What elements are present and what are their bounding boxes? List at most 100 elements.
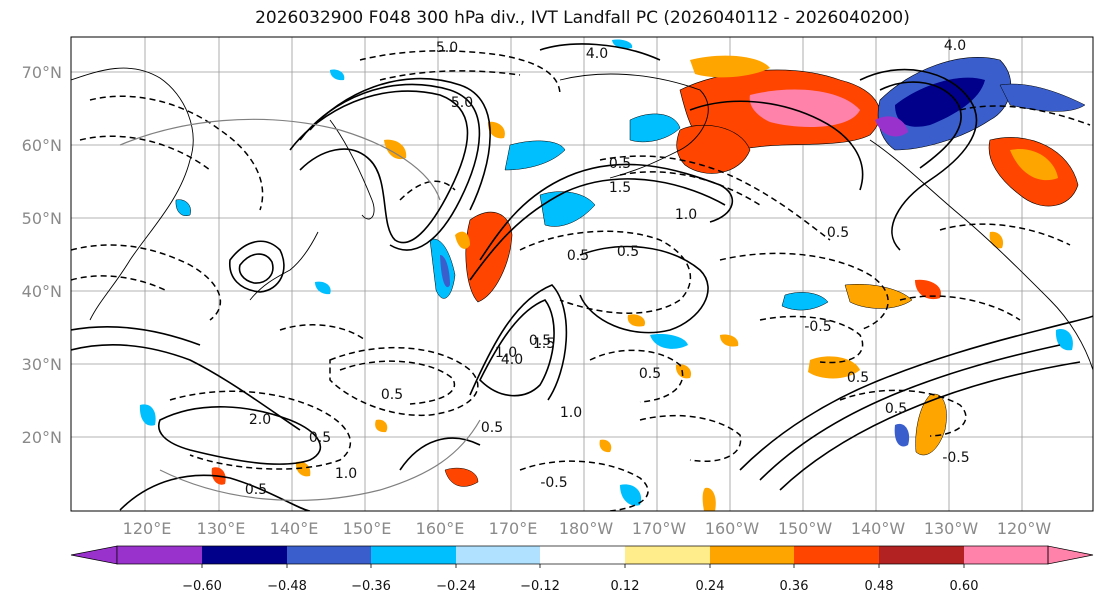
solid-contour [158,406,322,465]
colorbar-cell [879,546,964,564]
contour-label: 4.0 [944,38,966,54]
colorbar-frame [116,545,1049,565]
latitude-label: 30°N [22,355,62,374]
positive-shading [915,393,947,456]
dashed-contour [339,360,455,405]
longitude-labels: 120°E 130°E 140°E 150°E 160°E 170°E 180°W 170°W… [123,519,1052,538]
contour-label: 2.0 [249,412,271,428]
negative-shading [1055,329,1073,351]
contour-label: 0.5 [245,482,267,498]
colorbar-tick-label: 0.24 [696,579,725,594]
colorbar-cell [625,546,710,564]
contour-label: 1.0 [560,405,582,421]
solid-contour [309,77,491,211]
contour-label: 0.5 [617,244,639,260]
map-panel: 5.0 4.05.04.01.50.51.00.50.51.51.00.52.00… [70,36,1094,512]
latitude-label: 20°N [22,428,62,447]
dashed-contour [89,95,264,211]
contour-label: 1.0 [495,345,517,361]
negative-shading [620,484,642,506]
longitude-label: 140°W [851,519,906,538]
contour-label: 0.5 [827,225,849,241]
colorbar-cell [540,546,625,564]
solid-contour [289,90,469,244]
dashed-contour [279,324,366,341]
colorbar-tick-label: −0.48 [267,579,307,594]
colorbar-tick-label: 0.36 [780,579,809,594]
contour-label: 0.5 [639,366,661,382]
contour-label: 0.5 [567,248,589,264]
colorbar-cell [371,546,456,564]
longitude-label: 170°W [632,519,687,538]
dashed-contour [599,155,831,241]
solid-contour [579,245,709,334]
dashed-contour [959,105,1091,126]
positive-shading [487,121,505,139]
positive-shading [627,314,646,327]
contour-label: 1.0 [675,207,697,223]
colorbar-extend-low [70,545,118,565]
dashed-contour [329,346,479,417]
contour-label: 0.5 [885,401,907,417]
dashed-contour [619,171,761,206]
positive-shading [690,55,770,78]
negative-shading [650,334,688,349]
solid-contour [859,68,978,251]
solid-contours [71,43,1093,511]
contour-label: 1.5 [533,336,555,352]
latitude-label: 70°N [22,63,62,82]
positive-shading [599,439,612,453]
latitude-label: 40°N [22,282,62,301]
solid-contour [238,253,274,284]
reference-outline [119,118,481,501]
colorbar-cell [710,546,794,564]
positive-shading [749,89,860,127]
colorbar-extend-high [1047,545,1094,565]
negative-shading [315,281,331,295]
colorbar-cell [117,546,202,564]
colorbar-cell [456,546,540,564]
dashed-contour [379,70,521,81]
contour-label: 0.5 [309,430,331,446]
contour-labels: 5.0 4.05.04.01.50.51.00.50.51.51.00.52.00… [245,38,970,498]
contour-label: 5.0 [451,95,473,111]
negative-shading [504,140,566,171]
solid-contour [299,83,481,251]
contour-label: 0.5 [529,333,551,349]
positive-shading [915,279,941,300]
solid-contour [759,344,1061,481]
contour-label: -0.5 [804,319,831,335]
positive-shading [465,211,513,303]
longitude-label: 140°E [270,519,319,538]
solid-contour [479,299,555,397]
dashed-contour [899,295,1021,321]
solid-contour [539,43,661,61]
colorbar-cells [70,545,1094,565]
dashed-contour [639,414,742,462]
colorbar-ticks: −0.60 −0.48 −0.36 −0.24 −0.12 0.12 0.24 0.36 0.4… [182,564,978,594]
longitude-label: 170°E [489,519,538,538]
dashed-contour [759,315,864,364]
colorbar-cell [202,546,287,564]
shaded-divergence-fields [139,39,1086,511]
solid-contour [479,163,734,261]
dashed-contour [399,180,456,201]
coastline-alaska [559,73,709,179]
positive-shading [455,231,470,249]
solid-contour [879,81,962,169]
latitude-label: 60°N [22,136,62,155]
contour-label: 4.0 [501,352,523,368]
negative-shading [175,199,191,216]
contour-label: 0.5 [609,156,631,172]
positive-shading [702,487,716,511]
solid-contour [229,240,285,293]
colorbar-cell [287,546,371,564]
dashed-contour [79,135,211,171]
dashed-contour [71,244,221,321]
longitude-label: 120°W [997,519,1052,538]
reference-outline-arc [159,419,481,501]
negative-shading [875,116,908,137]
map-title: 2026032900 F048 300 hPa div., IVT Landfa… [255,8,910,28]
longitude-label: 120°E [123,519,172,538]
